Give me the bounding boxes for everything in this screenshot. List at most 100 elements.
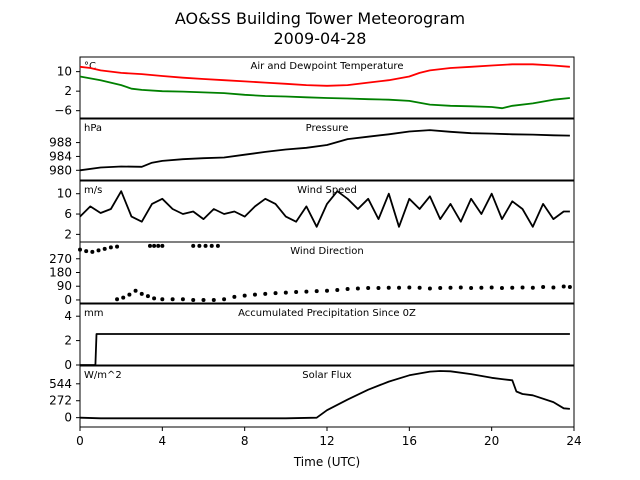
series-point — [567, 284, 572, 289]
series-point — [201, 297, 206, 302]
series-point — [263, 291, 268, 296]
series-point — [345, 286, 350, 291]
y-tick-label: 270 — [49, 252, 72, 266]
series-point — [438, 286, 443, 291]
series-point — [242, 293, 247, 298]
series-point — [561, 284, 566, 289]
y-tick-label: 544 — [49, 377, 72, 391]
chart-subtitle: 2009-04-28 — [274, 29, 367, 48]
series-point — [90, 249, 95, 254]
series-point — [448, 285, 453, 290]
series-point — [156, 243, 161, 248]
x-axis-label: Time (UTC) — [293, 455, 360, 469]
series-point — [197, 243, 202, 248]
series-point — [191, 243, 196, 248]
panel-frame — [79, 118, 575, 181]
series-point — [397, 285, 402, 290]
series-point — [152, 296, 157, 301]
y-tick-label: 2 — [64, 84, 72, 98]
y-tick-label: 980 — [49, 163, 72, 177]
series-point — [273, 291, 278, 296]
series-point — [551, 285, 556, 290]
series-point — [222, 297, 227, 302]
panel-5: 4 2 0 mm Accumulated Precipitation Since 0Z — [64, 303, 575, 372]
series-line-1 — [79, 190, 570, 228]
series-point — [215, 243, 220, 248]
panel-unit-label: W/m^2 — [84, 370, 122, 381]
panel-6: 544 272 0 W/m^2 Solar Flux — [49, 365, 575, 428]
series-point — [209, 243, 214, 248]
x-tick-label: 24 — [566, 434, 581, 448]
y-tick-label: 10 — [57, 65, 72, 79]
series-point — [180, 297, 185, 302]
series-point — [133, 288, 138, 293]
y-tick-label: 6 — [64, 207, 72, 221]
series-point — [294, 290, 299, 295]
y-tick-label: 180 — [49, 266, 72, 280]
series-line-1 — [79, 370, 570, 420]
series-line-1 — [79, 129, 570, 172]
panel-title: Accumulated Precipitation Since 0Z — [238, 308, 416, 319]
series-point — [520, 285, 525, 290]
series-point — [386, 285, 391, 290]
x-tick-label: 4 — [159, 434, 167, 448]
series-point — [510, 285, 515, 290]
series-point — [499, 286, 504, 291]
series-point — [232, 294, 237, 299]
series-point — [139, 291, 144, 296]
series-point — [325, 288, 329, 293]
y-tick-label: 0 — [64, 411, 72, 425]
series-point — [115, 244, 120, 249]
series-point — [121, 295, 126, 300]
series-point — [127, 292, 132, 297]
series-point — [84, 249, 89, 254]
series-point — [252, 292, 257, 297]
y-tick-label: 2 — [64, 227, 72, 241]
series-point — [489, 285, 494, 290]
panel-title: Air and Dewpoint Temperature — [251, 61, 404, 72]
series-point — [376, 286, 381, 291]
y-tick-label: 272 — [49, 394, 72, 408]
panel-unit-label: hPa — [84, 123, 102, 134]
y-tick-label: 988 — [49, 136, 72, 150]
chart-title: AO&SS Building Tower Meteorogram — [175, 9, 465, 28]
x-tick-label: 16 — [402, 434, 417, 448]
panel-unit-label: °C — [84, 61, 96, 72]
x-tick-label: 12 — [319, 434, 334, 448]
panel-title: Wind Direction — [290, 246, 364, 257]
series-point — [427, 286, 432, 291]
series-point — [335, 288, 340, 293]
series-point — [541, 284, 546, 289]
series-point — [102, 246, 107, 251]
panel-title: Solar Flux — [302, 370, 352, 381]
series-point — [191, 297, 196, 302]
panel-frame — [79, 56, 575, 119]
series-point — [152, 243, 157, 248]
x-axis: 0 4 8 12 16 20 24 — [76, 427, 582, 448]
series-point — [160, 297, 165, 302]
series-point — [469, 286, 474, 291]
series-point — [170, 297, 175, 302]
y-tick-label: 90 — [57, 279, 72, 293]
y-tick-label: 10 — [57, 187, 72, 201]
series-point — [203, 243, 208, 248]
series-point — [407, 285, 412, 290]
series-point — [145, 294, 150, 299]
panel-unit-label: m/s — [84, 185, 102, 196]
y-tick-label: 984 — [49, 149, 72, 163]
series-point — [304, 289, 309, 294]
y-tick-label: 0 — [64, 358, 72, 372]
series-point — [355, 286, 360, 291]
series-point — [211, 297, 216, 302]
panel-title: Pressure — [306, 123, 349, 134]
x-tick-label: 8 — [241, 434, 249, 448]
series-point — [458, 285, 463, 290]
series-point — [530, 285, 535, 290]
y-tick-label: 2 — [64, 334, 72, 348]
series-line-1 — [79, 63, 570, 87]
panels-group: 102−6°C Air and Dewpoint Temperature98898… — [49, 56, 575, 428]
panel-frame — [79, 303, 575, 366]
